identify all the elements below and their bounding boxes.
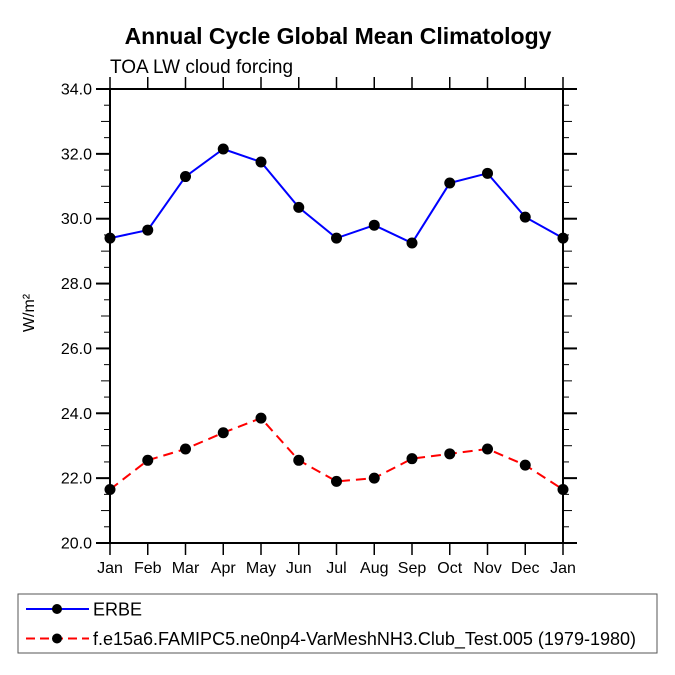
data-point-marker — [406, 237, 418, 249]
data-point-marker — [180, 443, 191, 455]
data-point-marker — [293, 201, 305, 213]
x-tick-label: Apr — [211, 560, 237, 577]
data-point-marker — [104, 483, 116, 495]
y-axis-title: W/m² — [21, 293, 38, 332]
legend-box — [17, 593, 658, 654]
x-tick-label: Jul — [326, 560, 346, 577]
data-point-marker — [368, 472, 380, 484]
legend-marker — [52, 604, 62, 614]
y-tick-label: 22.0 — [61, 471, 92, 488]
chart-subtitle: TOA LW cloud forcing — [110, 57, 293, 78]
data-point-marker — [557, 483, 569, 495]
x-tick-label: Oct — [437, 560, 462, 577]
x-tick-label: Sep — [398, 560, 427, 577]
data-point-marker — [217, 427, 229, 439]
data-point-marker — [444, 177, 456, 189]
data-point-marker — [331, 232, 342, 244]
plot-border — [109, 88, 564, 544]
x-tick-label: Feb — [134, 560, 162, 577]
x-tick-label: Aug — [360, 560, 388, 577]
y-tick-label: 34.0 — [61, 82, 92, 99]
data-point-marker — [519, 211, 531, 223]
data-point-marker — [293, 454, 305, 466]
data-series — [104, 143, 569, 495]
x-tick-label: Jan — [97, 560, 123, 577]
data-point-marker — [255, 156, 267, 168]
x-tick-label: Mar — [172, 560, 200, 577]
data-point-marker — [482, 167, 493, 179]
data-point-marker — [142, 454, 154, 466]
y-tick-label: 20.0 — [61, 536, 92, 553]
y-tick-label: 32.0 — [61, 146, 92, 163]
legend-label: f.e15a6.FAMIPC5.ne0np4-VarMeshNH3.Club_T… — [93, 629, 636, 650]
data-point-marker — [104, 232, 116, 244]
data-point-marker — [180, 171, 191, 183]
axes: 20.0 22.0 24.0 26.0 28.0 30.0 32.0 34.0 Jan Feb Ma… — [61, 77, 577, 577]
y-tick-label: 28.0 — [61, 276, 92, 293]
x-tick-label: Jun — [286, 560, 312, 577]
data-point-marker — [255, 412, 267, 424]
chart-title: Annual Cycle Global Mean Climatology — [125, 23, 552, 49]
series-line-erbe — [109, 147, 564, 245]
data-point-marker — [217, 143, 229, 155]
x-tick-label: Dec — [511, 560, 539, 577]
data-point-marker — [406, 453, 418, 465]
legend-label: ERBE — [93, 600, 142, 620]
x-tick-label: May — [246, 560, 276, 577]
data-point-marker — [331, 475, 342, 487]
legend-marker — [52, 633, 62, 644]
x-tick-label: Nov — [473, 560, 501, 577]
data-point-marker — [142, 224, 154, 236]
y-tick-label: 24.0 — [61, 406, 92, 423]
data-point-marker — [519, 459, 531, 471]
y-tick-label: 26.0 — [61, 341, 92, 358]
data-point-marker — [482, 443, 493, 455]
data-point-marker — [368, 219, 380, 231]
data-point-marker — [557, 232, 569, 244]
legend: ERBE f.e15a6.FAMIPC5.ne0np4-VarMeshNH3.Cl… — [17, 593, 658, 654]
y-tick-label: 30.0 — [61, 211, 92, 228]
x-tick-label: Jan — [550, 560, 576, 577]
data-point-marker — [444, 448, 456, 460]
